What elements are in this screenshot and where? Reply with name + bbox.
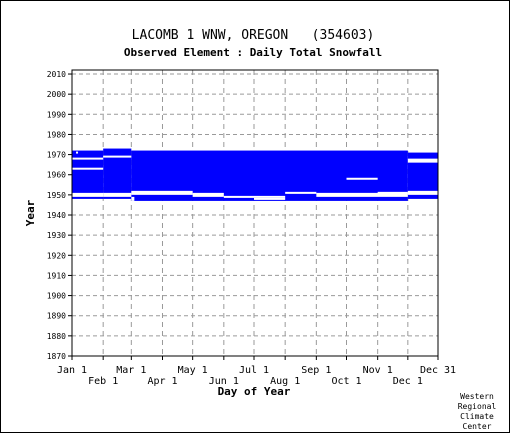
- credit-line-4: Center: [463, 422, 492, 431]
- missing-segment-12: [285, 191, 317, 194]
- y-tick-label-1900: 1900: [47, 292, 66, 301]
- missing-segment-17: [407, 158, 438, 163]
- x-tick-label-dec-31: Dec 31: [420, 365, 456, 376]
- x-tick-label-oct-1: Oct 1: [331, 376, 361, 387]
- missing-segment-8: [131, 190, 193, 195]
- x-axis-label: Day of Year: [218, 385, 291, 398]
- y-tick-label-1960: 1960: [47, 171, 66, 180]
- missing-segment-10: [223, 195, 286, 198]
- missing-segment-9: [192, 192, 224, 197]
- missing-segment-2: [72, 167, 104, 170]
- x-tick-label-apr-1: Apr 1: [147, 376, 177, 387]
- y-tick-label-1930: 1930: [47, 231, 66, 240]
- missing-segment-16: [407, 190, 438, 195]
- credit-line-3: Climate: [460, 412, 494, 421]
- missing-segment-1: [72, 192, 104, 197]
- chart-subtitle: Observed Element : Daily Total Snowfall: [124, 46, 382, 59]
- x-tick-label-sep-1: Sep 1: [301, 365, 331, 376]
- y-tick-label-1870: 1870: [47, 352, 66, 361]
- chart-title: LACOMB 1 WNW, OREGON (354603): [132, 28, 375, 43]
- y-tick-label-1990: 1990: [47, 110, 66, 119]
- x-tick-label-jun-1: Jun 1: [209, 376, 239, 387]
- axes: 1870 1880 1890 1900 1910 1920 1930 1940 1950 1960…: [47, 69, 456, 387]
- x-tick-label-mar-1: Mar 1: [116, 365, 146, 376]
- y-tick-label-1880: 1880: [47, 332, 66, 341]
- plot-area: [72, 70, 438, 357]
- plot-background: [72, 70, 438, 356]
- x-tick-label-aug-1: Aug 1: [270, 376, 300, 387]
- x-tick-label-feb-1: Feb 1: [88, 376, 118, 387]
- x-tick-label-nov-1: Nov 1: [363, 365, 393, 376]
- credit-line-2: Regional: [458, 402, 497, 411]
- y-tick-label-1910: 1910: [47, 271, 66, 280]
- y-tick-label-2010: 2010: [47, 70, 66, 79]
- y-tick-label-1890: 1890: [47, 312, 66, 321]
- x-tick-label-dec-1: Dec 1: [393, 376, 423, 387]
- y-tick-label-2000: 2000: [47, 90, 66, 99]
- y-tick-label-1940: 1940: [47, 211, 66, 220]
- credit-line-1: Western: [460, 392, 494, 401]
- y-tick-label-1980: 1980: [47, 130, 66, 139]
- missing-segment-14: [346, 177, 378, 180]
- missing-segment-4: [76, 151, 79, 154]
- y-tick-label-1920: 1920: [47, 251, 66, 260]
- plot-border: [71, 69, 439, 357]
- x-tick-label-jul-1: Jul 1: [239, 365, 269, 376]
- y-tick-label-1950: 1950: [47, 191, 66, 200]
- missing-segment-7: [131, 196, 135, 201]
- wrcc-credit: Western Regional Climate Center: [458, 392, 497, 431]
- missing-segment-3: [72, 157, 104, 160]
- x-tick-label-jan-1: Jan 1: [57, 365, 87, 376]
- missing-segment-6: [103, 155, 132, 158]
- missing-segment-11: [253, 197, 286, 200]
- missing-segment-15: [377, 191, 408, 194]
- missing-segment-13: [316, 192, 408, 197]
- y-axis-label: Year: [24, 199, 37, 226]
- x-tick-label-may-1: May 1: [178, 365, 208, 376]
- missing-segment-5: [103, 192, 132, 197]
- y-tick-label-1970: 1970: [47, 151, 66, 160]
